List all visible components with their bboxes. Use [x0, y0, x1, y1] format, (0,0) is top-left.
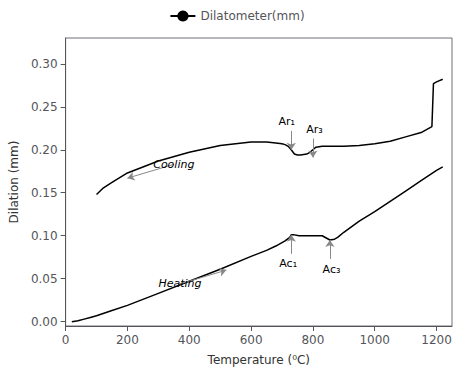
svg-text:Dilatometer(mm): Dilatometer(mm)	[200, 9, 304, 23]
svg-text:Heating: Heating	[158, 277, 201, 290]
svg-text:Ac₃: Ac₃	[323, 263, 341, 276]
svg-text:800: 800	[301, 333, 324, 347]
svg-text:Cooling: Cooling	[153, 158, 194, 171]
svg-text:400: 400	[178, 333, 201, 347]
svg-text:0.30: 0.30	[31, 57, 58, 71]
svg-text:Ar₁: Ar₁	[278, 115, 294, 128]
svg-text:0.20: 0.20	[31, 143, 58, 157]
svg-text:Dilation (mm): Dilation (mm)	[7, 141, 21, 224]
svg-text:Ar₃: Ar₃	[306, 123, 322, 136]
svg-text:600: 600	[240, 333, 263, 347]
svg-text:0.05: 0.05	[31, 272, 58, 286]
svg-text:200: 200	[116, 333, 139, 347]
svg-text:0: 0	[62, 333, 70, 347]
svg-text:0.00: 0.00	[31, 315, 58, 329]
svg-text:0.25: 0.25	[31, 100, 58, 114]
svg-text:Ac₁: Ac₁	[279, 257, 297, 270]
svg-text:Temperature (⁰C): Temperature (⁰C)	[207, 353, 310, 367]
svg-text:0.15: 0.15	[31, 186, 58, 200]
svg-text:0.10: 0.10	[31, 229, 58, 243]
svg-text:1200: 1200	[421, 333, 452, 347]
svg-text:1000: 1000	[359, 333, 390, 347]
